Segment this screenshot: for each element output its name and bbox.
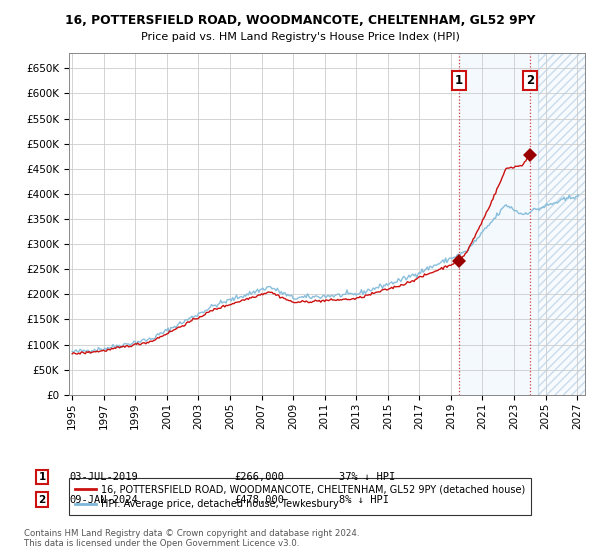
Text: 1: 1 [455,74,463,87]
Text: Price paid vs. HM Land Registry's House Price Index (HPI): Price paid vs. HM Land Registry's House … [140,32,460,43]
Bar [538,53,593,395]
Text: £478,000: £478,000 [234,494,284,505]
Text: 03-JUL-2019: 03-JUL-2019 [69,472,138,482]
Text: 16, POTTERSFIELD ROAD, WOODMANCOTE, CHELTENHAM, GL52 9PY: 16, POTTERSFIELD ROAD, WOODMANCOTE, CHEL… [65,14,535,27]
Text: £266,000: £266,000 [234,472,284,482]
Bar [538,53,593,395]
Legend: 16, POTTERSFIELD ROAD, WOODMANCOTE, CHELTENHAM, GL52 9PY (detached house), HPI: : 16, POTTERSFIELD ROAD, WOODMANCOTE, CHEL… [69,478,531,515]
Text: 2: 2 [38,494,46,505]
Text: 2: 2 [526,74,535,87]
Text: Contains HM Land Registry data © Crown copyright and database right 2024.
This d: Contains HM Land Registry data © Crown c… [24,529,359,548]
Bar [459,53,538,395]
Text: 1: 1 [38,472,46,482]
Text: 37% ↓ HPI: 37% ↓ HPI [339,472,395,482]
Text: 8% ↓ HPI: 8% ↓ HPI [339,494,389,505]
Text: 09-JAN-2024: 09-JAN-2024 [69,494,138,505]
